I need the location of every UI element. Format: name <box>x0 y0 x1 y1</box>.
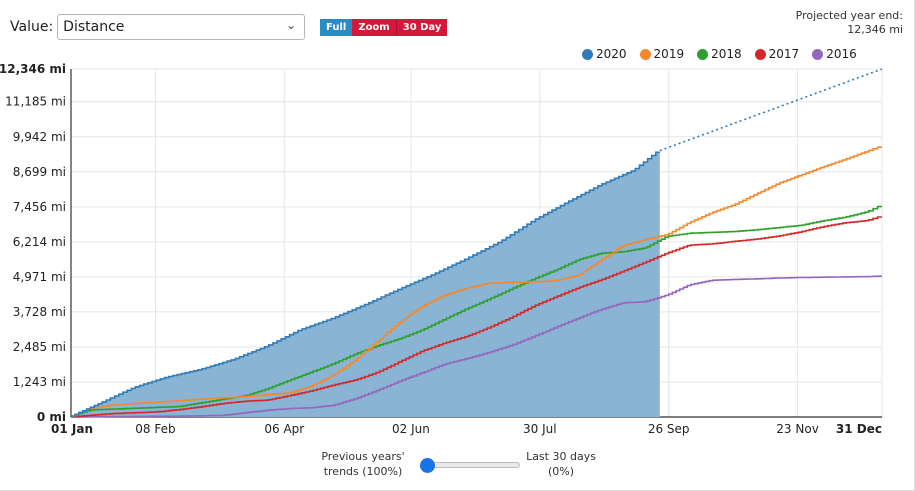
thirty-day-range-button[interactable]: 30 Day <box>395 19 448 36</box>
cumulative-distance-chart: 0 mi 1,243 mi 2,485 mi 3,728 mi 4,971 mi 6,21… <box>0 62 883 436</box>
legend-dot-2020 <box>582 48 593 60</box>
legend-item-2018[interactable]: 2018 <box>697 47 742 61</box>
series-2019-line <box>70 146 882 417</box>
y-tick-label-2: 2,485 mi <box>13 340 66 354</box>
value-label: Value: <box>10 19 54 35</box>
series-2020-line <box>70 151 660 417</box>
trend-slider-track[interactable] <box>424 462 520 468</box>
legend: 2020 2019 2018 2017 2016 <box>582 47 870 61</box>
x-tick-label-4: 30 Jul <box>523 422 557 436</box>
slider-left-label: Previous years' trends (100%) <box>316 449 410 479</box>
legend-item-2017[interactable]: 2017 <box>754 47 800 61</box>
trend-slider-thumb[interactable] <box>420 458 435 473</box>
x-tick-label-2: 06 Apr <box>264 422 304 436</box>
y-tick-label-5: 6,214 mi <box>13 235 66 249</box>
slider-left-label-line1: Previous years' <box>321 450 405 463</box>
legend-dot-2019 <box>639 48 651 60</box>
legend-label-2018: 2018 <box>711 47 742 61</box>
y-tick-label-1: 1,243 mi <box>13 375 66 389</box>
series-2016-line <box>71 275 882 418</box>
x-tick-label-3: 02 Jun <box>392 422 430 436</box>
slider-right-label-line1: Last 30 days <box>526 450 596 463</box>
slider-right-label: Last 30 days (0%) <box>520 449 602 479</box>
x-tick-label-1: 08 Feb <box>135 422 175 436</box>
legend-label-2020: 2020 <box>596 47 627 61</box>
legend-dot-2017 <box>754 48 766 60</box>
y-tick-label-4: 4,971 mi <box>13 270 66 284</box>
y-tick-label-3: 3,728 mi <box>13 305 66 319</box>
x-tick-label-5: 26 Sep <box>648 422 690 436</box>
y-tick-label-0: 0 mi <box>37 410 66 424</box>
y-tick-label-8: 9,942 mi <box>13 130 66 144</box>
legend-label-2017: 2017 <box>768 47 800 61</box>
projection-label: Projected year end: <box>795 9 903 22</box>
x-tick-label-6: 23 Nov <box>776 422 819 436</box>
series-2020-area <box>71 152 660 418</box>
zoom-range-button[interactable]: Zoom <box>352 19 396 36</box>
legend-item-2016[interactable]: 2016 <box>812 47 857 61</box>
projection-value: 12,346 mi <box>847 23 903 36</box>
legend-dot-2016 <box>812 48 824 60</box>
chevron-down-icon: ⌄ <box>286 18 297 32</box>
range-buttons: Full Zoom 30 Day <box>320 19 448 36</box>
y-tick-label-7: 8,699 mi <box>13 165 66 179</box>
value-dropdown[interactable]: Distance ⌄ <box>57 14 306 40</box>
x-tick-label-7: 31 Dec <box>836 422 882 436</box>
slider-right-label-line2: (0%) <box>547 465 575 478</box>
legend-dot-2018 <box>697 48 709 60</box>
legend-item-2019[interactable]: 2019 <box>639 47 685 61</box>
projection-box: Projected year end: 12,346 mi <box>796 9 903 37</box>
series-2020-projection-line <box>659 68 883 152</box>
legend-label-2019: 2019 <box>653 47 685 61</box>
full-range-button[interactable]: Full <box>320 19 353 36</box>
series-2018-line <box>70 205 882 418</box>
y-tick-label-10: 12,346 mi <box>0 62 66 76</box>
legend-label-2016: 2016 <box>826 47 857 61</box>
series-2017-line <box>70 216 882 418</box>
slider-left-label-line2: trends (100%) <box>323 465 403 478</box>
y-tick-label-6: 7,456 mi <box>13 200 66 214</box>
y-tick-label-9: 11,185 mi <box>5 95 66 109</box>
value-selector-row: Value: Distance ⌄ <box>10 14 306 40</box>
value-dropdown-selected: Distance <box>63 19 125 35</box>
trend-slider-area: Previous years' trends (100%) Last 30 da… <box>0 446 915 491</box>
legend-item-2020[interactable]: 2020 <box>582 47 627 61</box>
x-tick-label-0: 01 Jan <box>51 422 93 436</box>
